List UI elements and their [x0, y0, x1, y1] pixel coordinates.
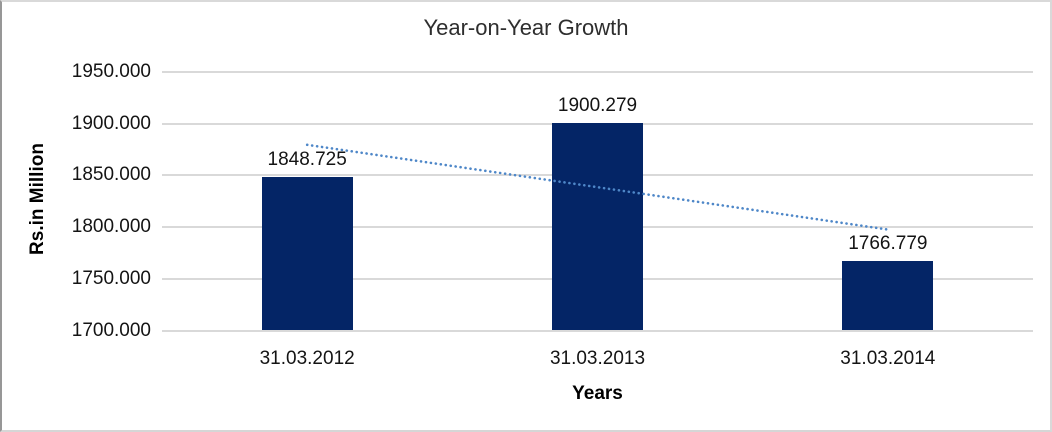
y-gridline	[162, 329, 1033, 332]
x-tick-label: 31.03.2013	[549, 348, 646, 369]
y-tick-label: 1950.000	[71, 61, 151, 82]
y-tick-label: 1900.000	[71, 112, 151, 134]
chart-title: Year-on-Year Growth	[423, 15, 629, 40]
x-tick-label: 31.03.2014	[840, 348, 936, 369]
bar	[261, 176, 353, 331]
bar	[842, 261, 934, 331]
x-axis-title: Years	[572, 383, 623, 404]
y-tick-label: 1850.000	[71, 164, 151, 186]
bar-data-label: 1848.725	[267, 148, 347, 170]
y-tick-label: 1700.000	[71, 319, 151, 341]
bar	[552, 123, 643, 331]
y-gridline	[162, 71, 1033, 73]
y-tick-label: 1750.000	[71, 267, 151, 289]
bar-data-label: 1900.279	[557, 95, 638, 117]
x-tick-label: 31.03.2012	[259, 348, 355, 369]
y-axis-title: Rs.in Million	[27, 143, 48, 255]
y-tick-label: 1800.000	[71, 216, 151, 238]
bar-data-label: 1766.779	[848, 233, 928, 255]
